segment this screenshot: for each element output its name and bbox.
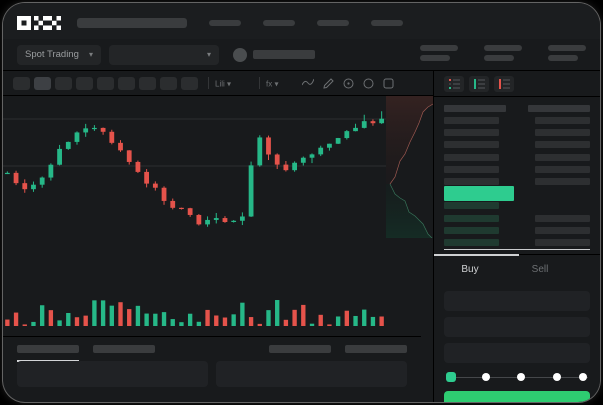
svg-text:fx ▾: fx ▾ [266, 79, 278, 88]
svg-text:Lili ▾: Lili ▾ [215, 79, 231, 88]
